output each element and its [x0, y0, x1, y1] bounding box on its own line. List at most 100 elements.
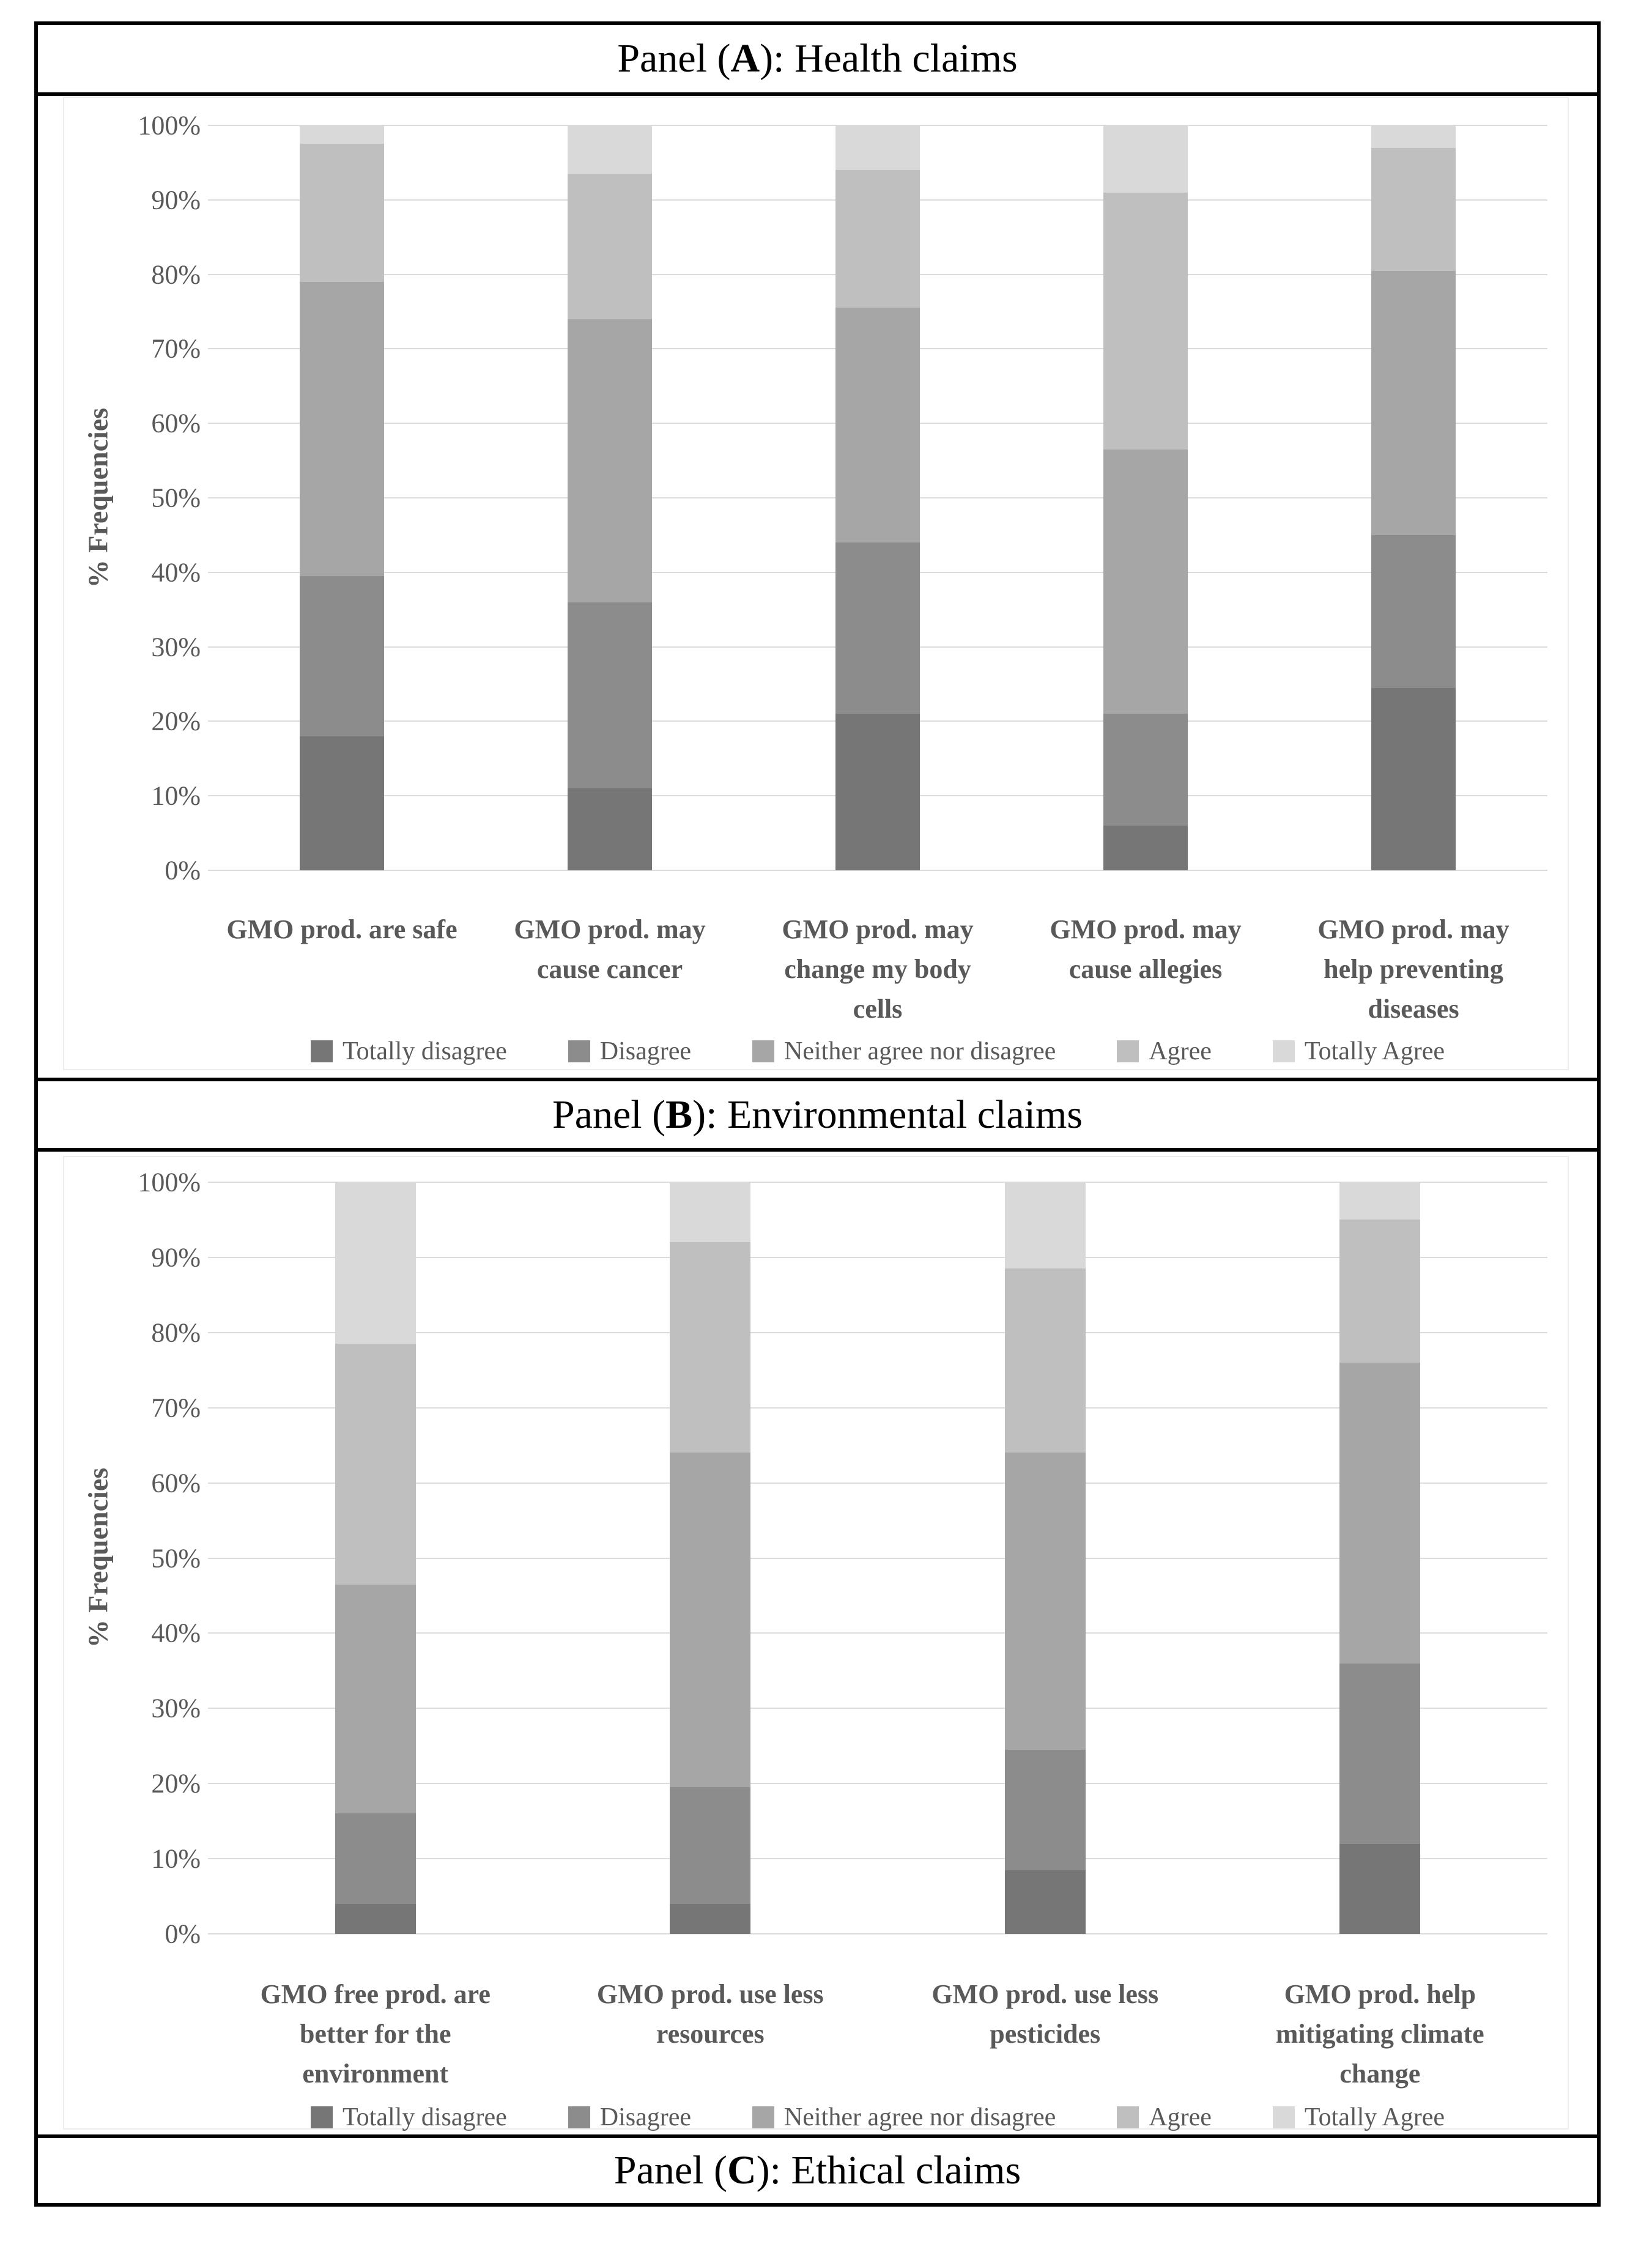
bar-segment-neither-agree-nor-disagree: [568, 319, 652, 602]
legend-swatch-neither-agree-nor-disagree: [752, 1040, 775, 1062]
y-tick-label: 80%: [151, 259, 201, 290]
bar-segment-neither-agree-nor-disagree: [1004, 1453, 1086, 1750]
y-tick-label: 0%: [165, 1919, 201, 1949]
y-tick-label: 30%: [151, 1693, 201, 1723]
bar-segment-totally-agree: [300, 125, 384, 144]
x-axis-label-line: diseases: [1368, 994, 1459, 1024]
x-axis-label: GMO free prod. are better for the environm…: [229, 1974, 522, 2093]
grid-line: [208, 1557, 1547, 1559]
bar-segment-totally-agree: [1103, 125, 1188, 193]
x-axis-label: GMO prod. are safe: [210, 909, 473, 949]
y-tick-label: 50%: [151, 1543, 201, 1573]
x-axis-label-line: GMO prod. are safe: [226, 914, 457, 944]
x-axis-label-line: GMO prod. help: [1284, 1979, 1476, 2009]
x-axis-labels: GMO free prod. are better for the environm…: [208, 1974, 1547, 2103]
bar-segment-disagree: [1103, 714, 1188, 826]
panel-c-title-prefix: Panel (: [613, 2148, 727, 2193]
x-axis-label: GMO prod. help mitigating climate change: [1233, 1974, 1527, 2093]
bar-segment-totally-disagree: [1371, 687, 1456, 870]
y-axis-ticks: 100% 90% 80% 70% 60% 50% 40% 30% 20% 10% 0%: [78, 111, 201, 886]
legend-item: Neither agree nor disagree: [752, 1037, 1056, 1066]
bar-segment-totally-agree: [568, 125, 652, 174]
y-tick-label: 90%: [151, 185, 201, 215]
bar-segment-neither-agree-nor-disagree: [335, 1584, 416, 1814]
x-axis-label: GMO prod. use less resources: [563, 1974, 857, 2054]
x-axis-label-line: mitigating climate: [1275, 2019, 1484, 2049]
x-axis-label-line: pesticides: [990, 2019, 1101, 2049]
legend-label: Neither agree nor disagree: [784, 2103, 1056, 2131]
y-tick-label: 0%: [165, 855, 201, 886]
y-tick-label: 90%: [151, 1242, 201, 1273]
panel-a-title-prefix: Panel (: [617, 36, 731, 81]
y-tick-label: 10%: [151, 1843, 201, 1874]
bar-column-1: [300, 125, 384, 870]
y-tick-label: 30%: [151, 632, 201, 662]
x-axis-label-line: GMO free prod. are: [260, 1979, 491, 2009]
legend-label: Totally disagree: [342, 2103, 507, 2131]
legend-item: Neither agree nor disagree: [752, 2103, 1056, 2132]
panel-a-chart: % Frequencies 100% 90% 80% 70% 60% 50% 40% 30% 20…: [38, 96, 1597, 1078]
x-axis-label-line: change: [1339, 2059, 1421, 2089]
bar-column-5: [1371, 125, 1456, 870]
y-tick-label: 60%: [151, 408, 201, 439]
x-axis-label-line: help preventing: [1324, 954, 1503, 985]
grid-line: [208, 1256, 1547, 1258]
bar-segment-neither-agree-nor-disagree: [1339, 1362, 1421, 1664]
bar-segment-agree: [335, 1344, 416, 1585]
x-axis-label-line: environment: [302, 2059, 449, 2089]
bar-segment-neither-agree-nor-disagree: [835, 308, 920, 543]
legend-swatch-totally-agree: [1272, 1040, 1295, 1062]
legend-label: Agree: [1149, 1037, 1212, 1065]
legend-item: Disagree: [568, 2103, 691, 2132]
y-tick-label: 40%: [151, 1618, 201, 1648]
bar-segment-totally-disagree: [1004, 1870, 1086, 1934]
x-axis-label-line: better for the: [299, 2019, 451, 2049]
grid-line: [208, 1331, 1547, 1333]
y-tick-label: 50%: [151, 483, 201, 513]
bar-segment-totally-disagree: [1339, 1843, 1421, 1934]
grid-line: [208, 1783, 1547, 1785]
y-tick-label: 20%: [151, 1768, 201, 1799]
bar-column-4: [1103, 125, 1188, 870]
bar-segment-totally-agree: [1371, 125, 1456, 148]
panel-a-title-suffix: ): Health claims: [760, 36, 1018, 81]
x-axis-label-line: cells: [853, 994, 903, 1024]
legend-label: Disagree: [599, 1037, 692, 1065]
panel-b-title: Panel (B): Environmental claims: [552, 1092, 1083, 1138]
legend-item: Totally Agree: [1272, 1037, 1445, 1066]
bar-segment-agree: [1004, 1268, 1086, 1453]
bar-segment-totally-agree: [335, 1182, 416, 1344]
x-axis-label-line: cause cancer: [536, 954, 683, 985]
x-axis-label-line: GMO prod. may: [782, 914, 974, 944]
panel-a-title-letter: A: [730, 36, 760, 81]
legend-label: Agree: [1149, 2103, 1212, 2131]
bar-segment-agree: [568, 174, 652, 319]
bar-segment-agree: [670, 1242, 751, 1453]
bar-segment-neither-agree-nor-disagree: [300, 281, 384, 576]
legend-swatch-neither-agree-nor-disagree: [752, 2106, 775, 2128]
x-axis-label-line: resources: [656, 2019, 765, 2049]
bar-segment-disagree: [335, 1813, 416, 1904]
panel-a-header: Panel (A): Health claims: [38, 25, 1597, 96]
x-axis-labels: GMO prod. are safe GMO prod. may cause can…: [208, 909, 1547, 1038]
panel-c-header: Panel (C): Ethical claims: [38, 2134, 1597, 2203]
legend-item: Agree: [1117, 2103, 1212, 2132]
bar-segment-totally-agree: [670, 1182, 751, 1243]
legend: Totally disagree Disagree Neither agree no…: [208, 1037, 1547, 1066]
plot-area: [208, 125, 1547, 871]
legend-item: Agree: [1117, 1037, 1212, 1066]
bar-segment-neither-agree-nor-disagree: [1103, 449, 1188, 714]
y-tick-label: 70%: [151, 1393, 201, 1423]
bar-segment-disagree: [670, 1787, 751, 1904]
grid-line: [208, 1407, 1547, 1409]
legend-swatch-agree: [1117, 2106, 1139, 2128]
panel-b-title-prefix: Panel (: [552, 1092, 666, 1137]
bar-segment-disagree: [1371, 535, 1456, 688]
bar-segment-disagree: [1339, 1663, 1421, 1844]
legend-swatch-totally-disagree: [310, 2106, 333, 2128]
y-tick-label: 100%: [138, 110, 201, 141]
plot-area: [208, 1182, 1547, 1934]
bar-column-1: [335, 1182, 416, 1934]
bar-column-2: [568, 125, 652, 870]
